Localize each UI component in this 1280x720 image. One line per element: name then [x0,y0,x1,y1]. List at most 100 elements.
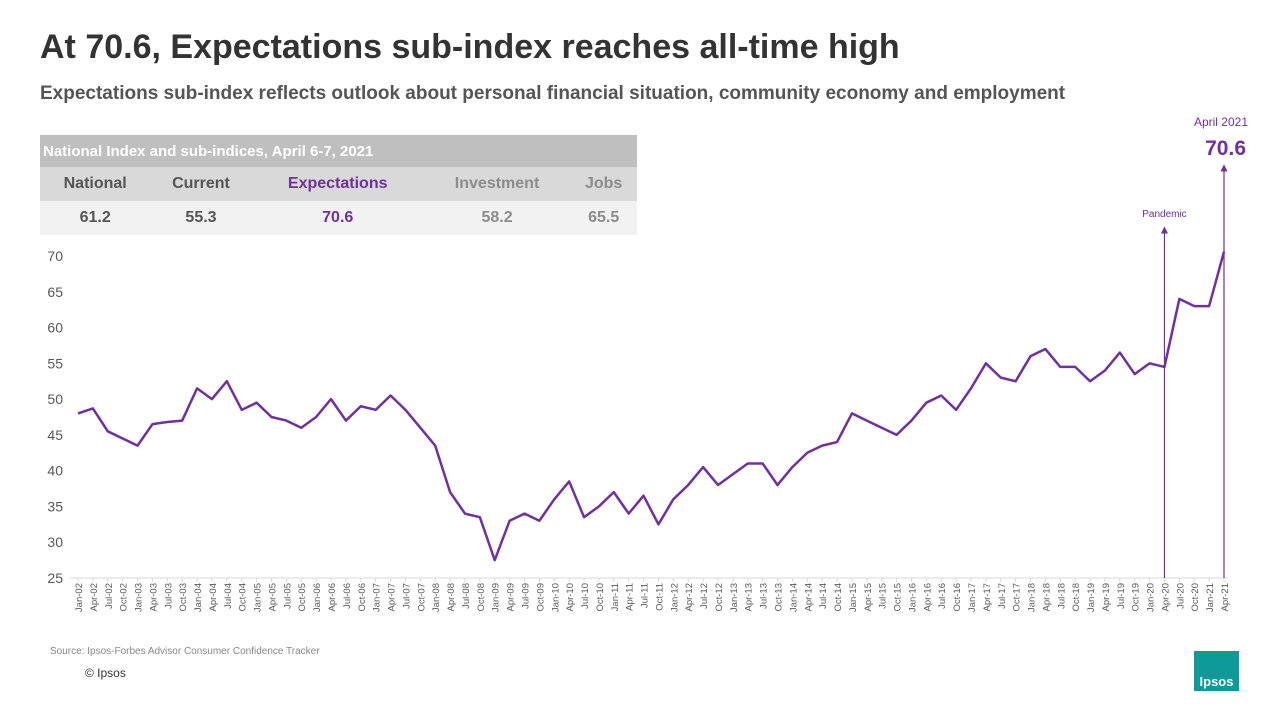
x-tick-label: Jan-19 [1086,583,1097,612]
x-tick-label: Oct-09 [535,583,546,612]
x-tick-label: Jul-08 [461,583,472,609]
table-cell: 58.2 [423,201,571,235]
table-cell: 65.5 [570,201,637,235]
series-line [77,251,1226,562]
x-tick-label: Jan-07 [372,583,383,612]
x-tick-label: Jan-03 [134,583,145,612]
x-tick-label: Apr-03 [148,583,159,612]
x-tick-label: Oct-10 [595,583,606,612]
title: At 70.6, Expectations sub-index reaches … [40,28,900,66]
x-tick-label: Jul-18 [1056,583,1067,609]
x-tick-label: Oct-12 [714,583,725,612]
x-tick-label: Jan-04 [193,583,204,612]
x-tick-label: Oct-03 [178,583,189,612]
y-tick-label: 35 [47,498,63,514]
x-tick-label: Oct-05 [297,583,308,612]
x-tick-label: Jul-16 [937,583,948,609]
x-tick-label: Oct-02 [119,583,130,612]
x-tick-label: Oct-17 [1012,583,1023,612]
x-tick-label: Apr-11 [625,583,636,611]
annotation-text: Pandemic [1142,209,1186,220]
x-tick-label: Apr-08 [446,583,457,612]
copyright: © Ipsos [85,666,126,680]
logo: Ipsos [1194,651,1239,691]
x-tick-label: Jan-21 [1205,583,1216,612]
x-tick-label: Jan-14 [788,583,799,612]
index-table: National Index and sub-indices, April 6-… [40,135,637,235]
x-tick-label: Apr-15 [863,583,874,612]
x-tick-label: Apr-06 [327,583,338,612]
table-title: National Index and sub-indices, April 6-… [40,135,637,167]
y-tick-label: 70 [47,248,63,264]
x-tick-label: Jul-02 [104,583,115,609]
x-tick-label: Jan-05 [253,583,264,612]
x-tick-label: Oct-15 [893,583,904,612]
x-tick-label: Jan-11 [610,583,621,611]
x-tick-label: Jan-06 [312,583,323,612]
table-cell: Investment [423,167,571,201]
x-tick-label: Jan-15 [848,583,859,612]
y-tick-label: 40 [47,463,63,479]
x-tick-label: Apr-20 [1160,583,1171,612]
x-tick-label: Jul-11 [640,583,651,608]
x-tick-label: Apr-18 [1041,583,1052,612]
x-tick-label: Apr-12 [684,583,695,612]
x-tick-label: Jul-05 [282,583,293,609]
x-tick-label: Jul-04 [223,583,234,609]
y-tick-label: 45 [47,427,63,443]
source: Source: Ipsos-Forbes Advisor Consumer Co… [50,646,320,657]
x-tick-label: Jul-17 [997,583,1008,609]
y-tick-label: 60 [47,320,63,336]
x-tick-label: Apr-02 [89,583,100,612]
x-tick-label: Oct-11 [654,583,665,611]
y-tick-label: 25 [47,570,63,586]
x-tick-label: Oct-19 [1131,583,1142,612]
x-tick-label: Apr-17 [982,583,993,612]
x-tick-label: Oct-07 [416,583,427,612]
table-cell: Current [150,167,252,201]
x-tick-label: Apr-16 [922,583,933,612]
table-cell: National [40,167,151,201]
x-tick-label: Jan-10 [550,583,561,612]
x-tick-label: Jul-12 [699,583,710,609]
x-tick-label: Oct-14 [833,583,844,612]
x-tick-label: Jul-13 [759,583,770,609]
table-cell: 70.6 [251,201,424,235]
x-tick-label: Apr-13 [744,583,755,612]
x-tick-label: Apr-14 [803,583,814,612]
x-tick-label: Apr-07 [387,583,398,612]
y-tick-label: 30 [47,534,63,550]
x-tick-label: Apr-10 [565,583,576,612]
x-tick-label: Oct-08 [476,583,487,612]
x-tick-label: Apr-21 [1220,583,1231,612]
x-tick-label: Apr-05 [267,583,278,612]
x-tick-label: Jul-10 [580,583,591,609]
x-tick-label: Oct-20 [1190,583,1201,612]
annotation-text: April 2021 [1194,115,1248,129]
x-tick-label: Jul-15 [878,583,889,609]
x-tick-label: Jan-09 [491,583,502,612]
x-tick-label: Oct-18 [1071,583,1082,612]
table-cell: Jobs [570,167,637,201]
x-tick-label: Jul-14 [818,583,829,609]
x-tick-label: Apr-04 [208,583,219,612]
x-tick-label: Jan-02 [74,583,85,612]
x-tick-label: Jan-13 [729,583,740,612]
subtitle: Expectations sub-index reflects outlook … [40,83,1066,104]
y-tick-label: 50 [47,391,63,407]
x-tick-label: Jul-20 [1175,583,1186,609]
table-cell: 61.2 [40,201,151,235]
x-tick-label: Jul-06 [342,583,353,609]
x-tick-label: Oct-06 [357,583,368,612]
x-tick-label: Jan-18 [1027,583,1038,612]
x-tick-label: Oct-16 [952,583,963,612]
x-tick-label: Jul-03 [163,583,174,609]
x-tick-label: Jan-08 [431,583,442,612]
annotation-value: 70.6 [1205,137,1246,160]
table-cell: Expectations [251,167,424,201]
y-tick-label: 65 [47,284,63,300]
x-tick-label: Apr-19 [1101,583,1112,612]
x-tick-label: Jan-17 [967,583,978,612]
